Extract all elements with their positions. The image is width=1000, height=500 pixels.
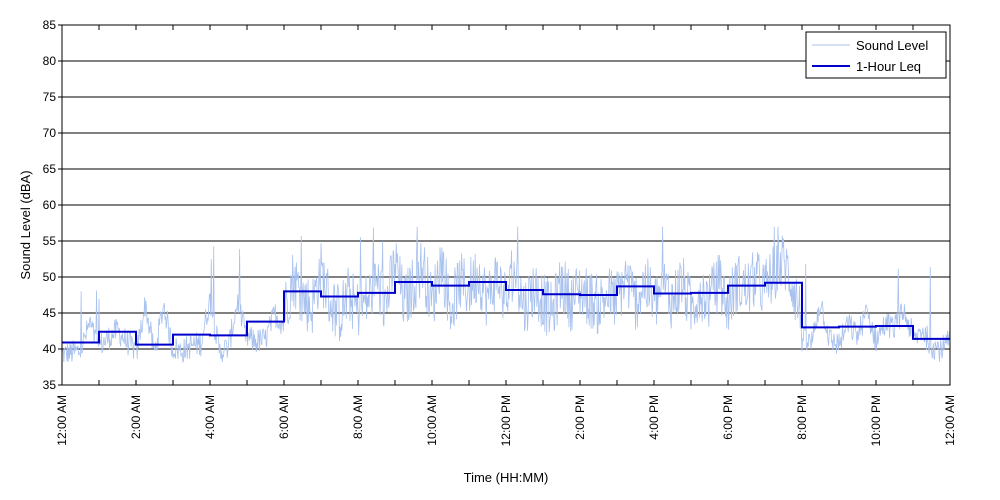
y-tick-label: 80 [43,54,57,68]
x-tick-label: 4:00 PM [647,395,661,440]
x-tick-label: 8:00 AM [351,395,365,439]
y-tick-label: 55 [43,234,57,248]
legend-box [805,31,947,79]
x-tick-label: 12:00 AM [943,395,957,446]
x-tick-label: 12:00 PM [499,395,513,446]
y-tick-label: 35 [43,378,57,392]
grid-lines [62,60,950,350]
x-tick-label: 12:00 AM [55,395,69,446]
y-tick-label: 45 [43,306,57,320]
x-axis-ticks: 12:00 AM 2:00 AM 4:00 AM 6:00 AM 8:00 AM 10:0… [55,25,957,446]
y-tick-label: 70 [43,126,57,140]
y-tick-label: 60 [43,198,57,212]
y-tick-label: 50 [43,270,57,284]
y-axis-ticks: 35 40 45 50 55 60 65 70 75 80 85 [43,18,62,392]
x-tick-label: 8:00 PM [795,395,809,440]
y-tick-label: 75 [43,90,57,104]
x-tick-label: 10:00 AM [425,395,439,446]
series-1-hour-leq [62,281,950,346]
x-axis-label: Time (HH:MM) [464,470,549,485]
y-axis-label: Sound Level (dBA) [18,170,33,279]
y-tick-label: 65 [43,162,57,176]
leq-step-line [62,281,950,346]
series-sound-level [61,226,951,363]
x-tick-label: 2:00 PM [573,395,587,440]
x-tick-label: 6:00 PM [721,395,735,440]
x-tick-label: 2:00 AM [129,395,143,439]
y-tick-label: 40 [43,342,57,356]
legend-entry-1-hour-leq: 1-Hour Leq [856,59,921,74]
y-tick-label: 85 [43,18,57,32]
sound-level-line [61,226,951,363]
legend: Sound Level 1-Hour Leq [805,31,947,79]
x-tick-label: 10:00 PM [869,395,883,446]
legend-entry-sound-level: Sound Level [856,38,928,53]
x-tick-label: 4:00 AM [203,395,217,439]
x-tick-label: 6:00 AM [277,395,291,439]
